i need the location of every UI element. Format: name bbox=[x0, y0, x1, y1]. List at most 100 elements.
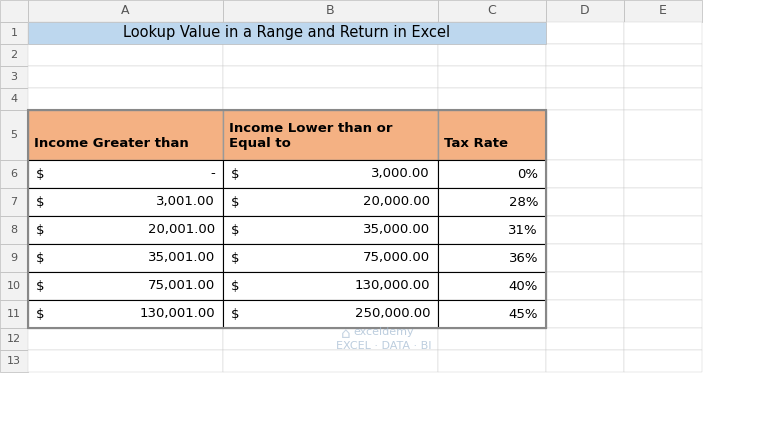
Text: D: D bbox=[580, 4, 590, 18]
Text: 20,001.00: 20,001.00 bbox=[148, 223, 215, 237]
Bar bbox=[223, 110, 438, 160]
Text: 250,000.00: 250,000.00 bbox=[354, 307, 430, 321]
Bar bbox=[28, 110, 223, 160]
Bar bbox=[223, 244, 438, 272]
Text: ⌂: ⌂ bbox=[341, 326, 351, 342]
Text: 4: 4 bbox=[11, 94, 18, 104]
Bar bbox=[28, 160, 223, 188]
Bar bbox=[0, 110, 28, 160]
Bar bbox=[438, 110, 546, 160]
Text: 31%: 31% bbox=[509, 223, 538, 237]
Text: $: $ bbox=[36, 195, 44, 208]
Bar bbox=[28, 328, 223, 350]
Bar bbox=[0, 66, 28, 88]
Bar bbox=[546, 110, 624, 160]
Bar bbox=[28, 66, 223, 88]
Bar bbox=[438, 160, 546, 188]
Bar bbox=[438, 350, 546, 372]
Bar bbox=[28, 244, 223, 272]
Text: 130,000.00: 130,000.00 bbox=[354, 279, 430, 293]
Bar bbox=[28, 216, 223, 244]
Bar bbox=[223, 272, 438, 300]
Bar bbox=[223, 66, 438, 88]
Bar bbox=[28, 160, 223, 188]
Text: 3,001.00: 3,001.00 bbox=[156, 195, 215, 208]
Bar bbox=[624, 350, 702, 372]
Bar bbox=[624, 300, 702, 328]
Bar bbox=[624, 188, 702, 216]
Bar bbox=[223, 328, 438, 350]
Text: $: $ bbox=[231, 279, 239, 293]
Bar bbox=[624, 216, 702, 244]
Bar bbox=[28, 110, 546, 328]
Text: 35,000.00: 35,000.00 bbox=[363, 223, 430, 237]
Bar bbox=[28, 22, 546, 44]
Bar bbox=[0, 328, 28, 350]
Bar bbox=[438, 216, 546, 244]
Bar bbox=[546, 328, 624, 350]
Bar bbox=[438, 328, 546, 350]
Bar bbox=[438, 0, 546, 22]
Bar bbox=[223, 216, 438, 244]
Bar bbox=[624, 160, 702, 188]
Bar bbox=[28, 188, 223, 216]
Bar bbox=[546, 22, 624, 44]
Text: 13: 13 bbox=[7, 356, 21, 366]
Bar bbox=[28, 216, 223, 244]
Bar bbox=[546, 188, 624, 216]
Text: 20,000.00: 20,000.00 bbox=[363, 195, 430, 208]
Bar bbox=[223, 88, 438, 110]
Bar bbox=[223, 272, 438, 300]
Text: -: - bbox=[210, 167, 215, 180]
Bar bbox=[438, 216, 546, 244]
Bar bbox=[0, 88, 28, 110]
Text: Income Greater than: Income Greater than bbox=[34, 137, 189, 150]
Bar bbox=[438, 88, 546, 110]
Bar bbox=[223, 188, 438, 216]
Text: 40%: 40% bbox=[509, 279, 538, 293]
Bar bbox=[28, 110, 223, 160]
Text: 11: 11 bbox=[7, 309, 21, 319]
Bar bbox=[546, 88, 624, 110]
Bar bbox=[223, 188, 438, 216]
Bar bbox=[223, 300, 438, 328]
Bar bbox=[223, 160, 438, 188]
Bar bbox=[223, 160, 438, 188]
Bar bbox=[223, 44, 438, 66]
Bar bbox=[624, 88, 702, 110]
Text: 1: 1 bbox=[11, 28, 18, 38]
Text: 12: 12 bbox=[7, 334, 21, 344]
Text: $: $ bbox=[231, 195, 239, 208]
Text: $: $ bbox=[36, 307, 44, 321]
Text: 0%: 0% bbox=[517, 167, 538, 180]
Text: 75,001.00: 75,001.00 bbox=[148, 279, 215, 293]
Bar bbox=[28, 244, 223, 272]
Bar bbox=[28, 272, 223, 300]
Bar bbox=[624, 66, 702, 88]
Bar bbox=[546, 272, 624, 300]
Bar bbox=[0, 244, 28, 272]
Bar bbox=[546, 0, 624, 22]
Bar bbox=[546, 160, 624, 188]
Text: 10: 10 bbox=[7, 281, 21, 291]
Text: $: $ bbox=[231, 223, 239, 237]
Text: 45%: 45% bbox=[509, 307, 538, 321]
Bar bbox=[0, 160, 28, 188]
Bar bbox=[624, 244, 702, 272]
Bar bbox=[438, 44, 546, 66]
Bar bbox=[438, 110, 546, 160]
Bar bbox=[0, 300, 28, 328]
Text: 5: 5 bbox=[11, 130, 18, 140]
Text: $: $ bbox=[231, 307, 239, 321]
Text: Lookup Value in a Range and Return in Excel: Lookup Value in a Range and Return in Ex… bbox=[123, 25, 450, 40]
Bar bbox=[223, 0, 438, 22]
Text: Tax Rate: Tax Rate bbox=[444, 137, 508, 150]
Text: 2: 2 bbox=[11, 50, 18, 60]
Bar bbox=[624, 0, 702, 22]
Bar bbox=[223, 244, 438, 272]
Bar bbox=[223, 350, 438, 372]
Bar bbox=[438, 300, 546, 328]
Bar bbox=[223, 110, 438, 160]
Bar bbox=[546, 244, 624, 272]
Text: B: B bbox=[326, 4, 335, 18]
